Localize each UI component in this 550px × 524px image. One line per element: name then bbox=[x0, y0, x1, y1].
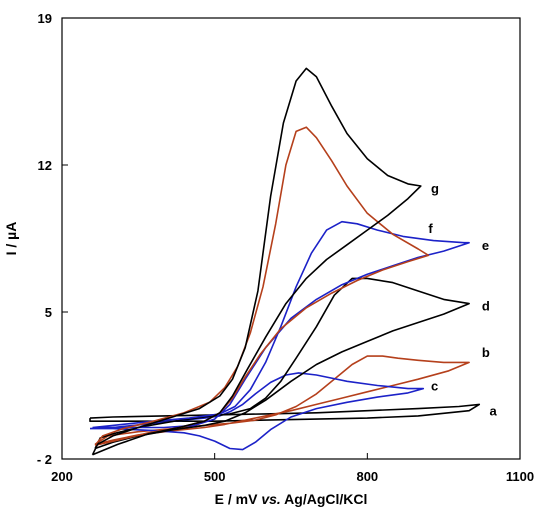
curve-labels: a b c d e f g bbox=[428, 181, 497, 419]
x-axis-title-part: vs. bbox=[261, 491, 280, 507]
axis-ticks: 200 500 800 1100 - 2 5 12 19 bbox=[37, 11, 534, 484]
series-line-e bbox=[92, 220, 470, 429]
series-line-d bbox=[94, 277, 470, 450]
series-label-e: e bbox=[482, 238, 489, 253]
y-tick-label: 5 bbox=[45, 305, 52, 320]
series-label-g: g bbox=[431, 181, 439, 196]
series-label-b: b bbox=[482, 345, 490, 360]
x-tick-label: 1100 bbox=[506, 469, 534, 484]
x-tick-label: 200 bbox=[51, 469, 73, 484]
x-tick-label: 800 bbox=[356, 469, 378, 484]
y-tick-label: 12 bbox=[38, 158, 52, 173]
x-axis-title-part: E / mV bbox=[215, 491, 262, 507]
series-line-g bbox=[91, 67, 422, 456]
y-tick-label: 19 bbox=[38, 11, 52, 26]
series-line-b bbox=[94, 355, 470, 446]
series-label-c: c bbox=[431, 379, 438, 394]
y-axis-title: I / µA bbox=[3, 222, 19, 256]
x-axis-title: E / mV vs. Ag/AgCl/KCl bbox=[215, 491, 368, 507]
x-axis-title-part: Ag/AgCl/KCl bbox=[281, 491, 368, 507]
series-line-f bbox=[94, 126, 430, 447]
x-tick-label: 500 bbox=[204, 469, 226, 484]
series-label-f: f bbox=[428, 221, 433, 236]
series-layer bbox=[89, 67, 481, 456]
y-tick-label: - 2 bbox=[37, 452, 52, 467]
series-label-d: d bbox=[482, 299, 490, 314]
series-label-a: a bbox=[489, 404, 497, 419]
plot-frame bbox=[61, 17, 521, 460]
